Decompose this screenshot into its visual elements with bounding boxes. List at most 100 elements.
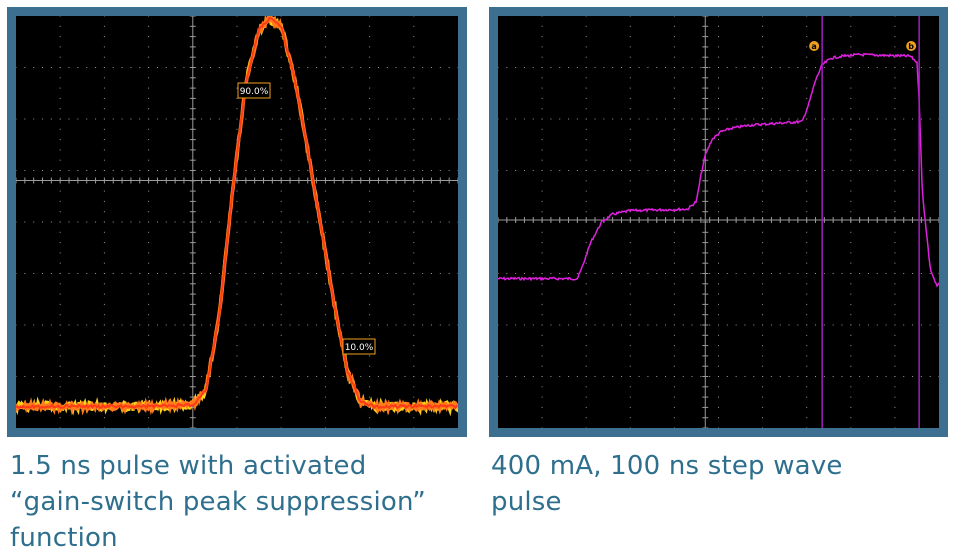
grid-dot xyxy=(506,324,508,326)
grid-dot xyxy=(236,293,238,295)
grid-dot xyxy=(665,324,667,326)
grid-dot xyxy=(333,376,335,377)
grid-dot xyxy=(541,180,543,182)
grid-dot xyxy=(718,46,719,48)
grid-dot xyxy=(700,273,702,274)
grid-dot xyxy=(673,406,675,408)
grid-dot xyxy=(103,56,105,58)
grid-dot xyxy=(59,190,61,192)
grid-dot xyxy=(691,376,693,377)
grid-dot xyxy=(718,427,719,428)
grid-dot xyxy=(585,324,587,326)
grid-dot xyxy=(24,170,26,171)
grid-dot xyxy=(850,406,852,408)
grid-dot xyxy=(324,139,326,141)
grid-dot xyxy=(850,324,852,326)
grid-dot xyxy=(762,355,764,357)
grid-dot xyxy=(377,221,379,223)
grid-dot xyxy=(585,406,587,408)
grid-dot xyxy=(369,314,371,316)
grid-dot xyxy=(656,376,658,377)
grid-dot xyxy=(806,293,808,295)
grid-dot xyxy=(280,417,282,419)
grid-dot xyxy=(369,283,371,285)
grid-dot xyxy=(59,324,61,326)
grid-dot xyxy=(673,324,675,326)
grid-dot xyxy=(718,355,719,357)
grid-dot xyxy=(289,324,291,326)
grid-dot xyxy=(183,324,185,326)
grid-dot xyxy=(280,46,282,48)
grid-dot xyxy=(369,211,371,213)
grid-dot xyxy=(174,324,176,326)
grid-dot xyxy=(404,118,406,120)
grid-dot xyxy=(324,36,326,38)
grid-dot xyxy=(148,365,150,367)
left-caption-line-2: “gain-switch peak suppression” xyxy=(10,487,426,517)
grid-dot xyxy=(682,376,684,377)
grid-dot xyxy=(806,67,808,68)
grid-dot xyxy=(770,324,772,326)
grid-dot xyxy=(298,273,300,274)
grid-dot xyxy=(585,427,587,428)
grid-dot xyxy=(682,273,684,274)
grid-dot xyxy=(585,46,587,48)
grid-dot xyxy=(726,376,728,377)
grid-dot xyxy=(148,221,150,223)
grid-dot xyxy=(673,334,675,336)
grid-dot xyxy=(369,46,371,48)
grid-dot xyxy=(744,324,746,326)
grid-dot xyxy=(638,273,640,274)
grid-dot xyxy=(718,25,719,27)
grid-dot xyxy=(550,118,552,120)
grid-dot xyxy=(236,108,238,110)
grid-dot xyxy=(236,376,238,377)
grid-dot xyxy=(612,324,614,326)
grid-dot xyxy=(130,170,132,171)
grid-dot xyxy=(762,283,764,285)
grid-dot xyxy=(413,170,415,171)
grid-dot xyxy=(629,252,631,254)
grid-dot xyxy=(324,16,326,17)
grid-dot xyxy=(682,324,684,326)
grid-dot xyxy=(236,262,238,264)
grid-dot xyxy=(762,252,764,254)
grid-dot xyxy=(762,262,764,264)
grid-dot xyxy=(404,67,406,68)
grid-dot xyxy=(395,273,397,274)
grid-dot xyxy=(673,180,675,182)
grid-dot xyxy=(316,67,318,68)
grid-dot xyxy=(629,159,631,161)
grid-dot xyxy=(280,386,282,388)
grid-dot xyxy=(148,355,150,357)
grid-dot xyxy=(762,56,764,58)
grid-dot xyxy=(726,273,728,274)
grid-dot xyxy=(762,77,764,79)
cursor-marker-dot xyxy=(809,41,820,51)
grid-dot xyxy=(236,355,238,357)
grid-dot xyxy=(718,97,719,99)
grid-dot xyxy=(894,118,896,120)
grid-dot xyxy=(859,118,861,120)
grid-dot xyxy=(559,324,561,326)
grid-dot xyxy=(413,386,415,388)
grid-dot xyxy=(894,427,896,428)
grid-dot xyxy=(779,273,781,274)
grid-dot xyxy=(850,242,852,244)
grid-dot xyxy=(894,200,896,202)
grid-dot xyxy=(832,67,834,68)
grid-dot xyxy=(673,355,675,357)
grid-dot xyxy=(541,36,543,38)
grid-dot xyxy=(894,128,896,130)
grid-dot xyxy=(236,242,238,244)
grid-dot xyxy=(753,67,755,68)
grid-dot xyxy=(298,170,300,171)
grid-dot xyxy=(894,406,896,408)
cursor-marker-b: b xyxy=(906,41,917,51)
grid-dot xyxy=(42,170,44,171)
grid-dot xyxy=(413,159,415,161)
grid-dot xyxy=(894,97,896,99)
grid-dot xyxy=(324,273,326,274)
grid-dot xyxy=(413,36,415,38)
grid-dot xyxy=(850,25,852,27)
